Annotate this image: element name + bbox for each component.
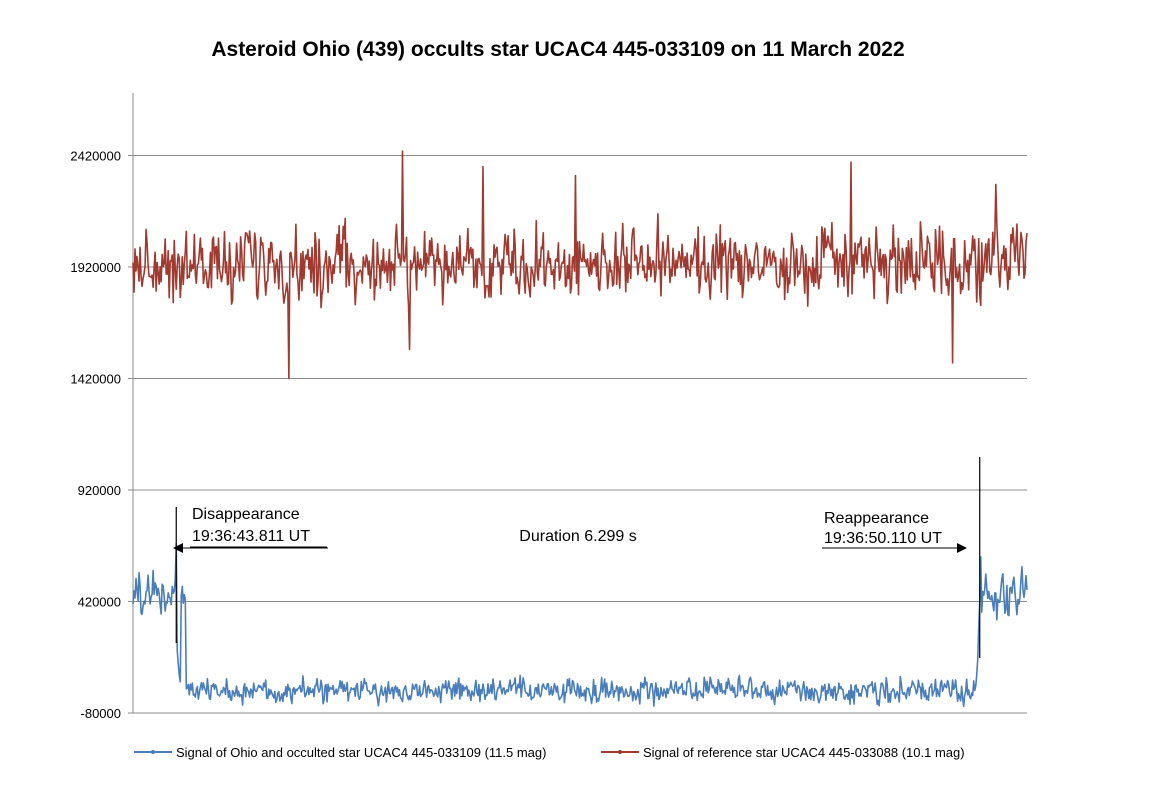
y-tick-label: 920000 bbox=[78, 483, 121, 498]
y-tick-labels: -80000 420000 920000 1420000 1920000 2420000 bbox=[70, 148, 121, 721]
duration-arrow-gap bbox=[328, 540, 822, 556]
y-axis bbox=[128, 93, 134, 714]
series-lines bbox=[132, 150, 1028, 708]
y-tick-label: 2420000 bbox=[70, 148, 121, 163]
legend-label-ohio: Signal of Ohio and occulted star UCAC4 4… bbox=[176, 745, 546, 760]
disappearance-label: Disappearance bbox=[192, 506, 300, 523]
disappearance-time: 19:36:43.811 UT bbox=[192, 528, 310, 545]
y-tick-label: 1420000 bbox=[70, 371, 121, 386]
duration-annotation: Duration 6.299 s bbox=[173, 528, 967, 556]
reappearance-annotation: Reappearance 19:36:50.110 UT bbox=[824, 510, 942, 547]
legend: Signal of Ohio and occulted star UCAC4 4… bbox=[134, 745, 965, 760]
legend-item-ohio: Signal of Ohio and occulted star UCAC4 4… bbox=[134, 745, 546, 760]
legend-marker-reference bbox=[618, 750, 622, 754]
chart-title: Asteroid Ohio (439) occults star UCAC4 4… bbox=[211, 38, 904, 61]
y-tick-label: 1920000 bbox=[70, 260, 121, 275]
disappearance-annotation: Disappearance 19:36:43.811 UT bbox=[190, 506, 327, 548]
duration-label: Duration 6.299 s bbox=[519, 528, 636, 545]
reappearance-label: Reappearance bbox=[824, 510, 929, 527]
y-tick-label: -80000 bbox=[81, 706, 121, 721]
series-line-reference bbox=[132, 150, 1028, 380]
legend-item-reference: Signal of reference star UCAC4 445-03308… bbox=[601, 745, 965, 760]
event-markers bbox=[175, 457, 981, 658]
series-line-ohio bbox=[132, 542, 1028, 708]
reappearance-time: 19:36:50.110 UT bbox=[824, 530, 942, 547]
legend-label-reference: Signal of reference star UCAC4 445-03308… bbox=[643, 745, 965, 760]
legend-marker-ohio bbox=[151, 750, 155, 754]
y-tick-label: 420000 bbox=[78, 594, 121, 609]
